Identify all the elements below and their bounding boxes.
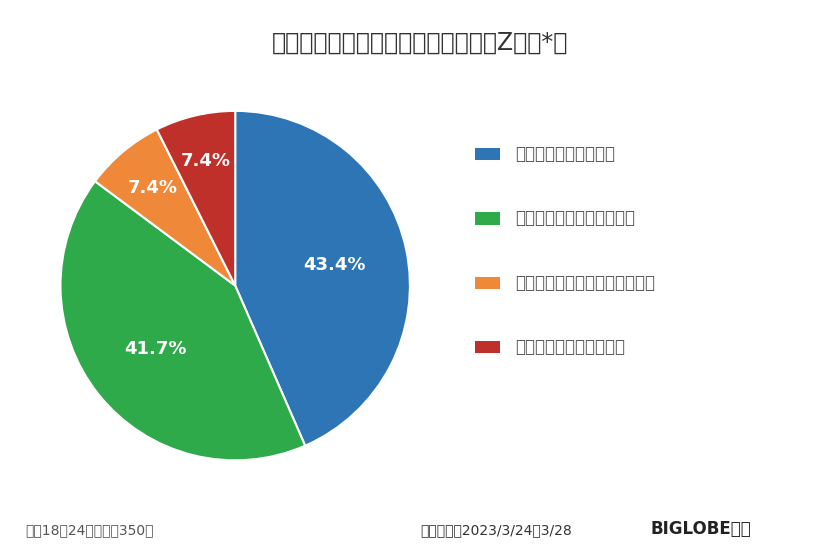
- Wedge shape: [235, 111, 410, 446]
- Wedge shape: [60, 181, 305, 460]
- Text: 他人に迷惑をかけることへの意識【Z世代*】: 他人に迷惑をかけることへの意識【Z世代*】: [272, 31, 568, 55]
- Text: あまり意識して生活していない: あまり意識して生活していない: [515, 274, 655, 292]
- Text: 意識して生活している: 意識して生活している: [515, 145, 615, 163]
- Text: 41.7%: 41.7%: [124, 340, 187, 358]
- Wedge shape: [95, 129, 235, 286]
- Text: 7.4%: 7.4%: [181, 152, 231, 170]
- Text: BIGLOBE調べ: BIGLOBE調べ: [651, 520, 752, 538]
- Text: 7.4%: 7.4%: [129, 179, 178, 197]
- Text: 調査期間：2023/3/24～3/28: 調査期間：2023/3/24～3/28: [420, 524, 572, 538]
- Text: やや意識して生活している: やや意識して生活している: [515, 209, 635, 227]
- Text: 意識して生活していない: 意識して生活していない: [515, 338, 625, 356]
- Text: ＊：18～24歳の男女350人: ＊：18～24歳の男女350人: [25, 524, 154, 538]
- Text: 43.4%: 43.4%: [303, 256, 365, 274]
- Wedge shape: [157, 111, 235, 286]
